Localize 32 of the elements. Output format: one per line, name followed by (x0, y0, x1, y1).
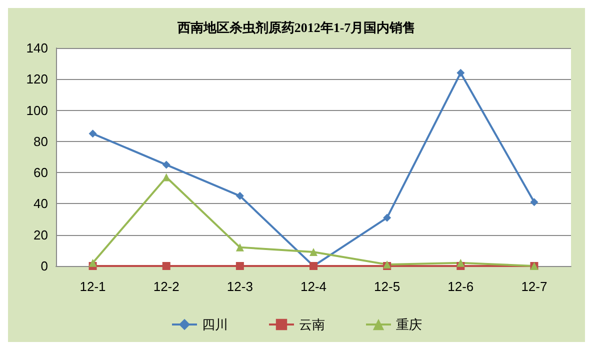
point (236, 262, 244, 270)
point (456, 258, 465, 267)
point (456, 68, 465, 77)
y-tick-label: 0 (40, 258, 48, 274)
y-tick-label: 80 (34, 134, 48, 149)
legend-label: 重庆 (396, 317, 422, 332)
point (88, 130, 97, 138)
y-tick-label: 60 (34, 165, 48, 180)
x-tick-label: 12-2 (153, 279, 180, 294)
x-tick-label: 12-3 (226, 279, 253, 294)
x-tick-label: 12-6 (448, 279, 474, 294)
y-tick-label: 100 (26, 102, 48, 118)
chart-title: 西南地区杀虫剂原药2012年1-7月国内销售 (176, 20, 416, 35)
x-tick-label: 12-1 (80, 279, 106, 294)
point (530, 198, 538, 206)
legend-label: 云南 (299, 317, 325, 332)
x-tick-label: 12-7 (521, 279, 548, 294)
point (310, 248, 318, 256)
point (88, 258, 97, 267)
y-tick-label: 120 (26, 72, 48, 87)
x-tick-label: 12-4 (300, 279, 327, 294)
point (162, 173, 170, 182)
y-tick-label: 20 (34, 227, 48, 242)
point (236, 192, 244, 200)
legend-label: 四川 (202, 317, 228, 332)
point (162, 160, 170, 169)
point (383, 214, 392, 222)
y-tick-label: 40 (34, 196, 48, 212)
x-tick-label: 12-5 (374, 279, 400, 294)
point (236, 243, 244, 252)
point (162, 262, 170, 270)
y-tick-label: 140 (26, 40, 48, 56)
